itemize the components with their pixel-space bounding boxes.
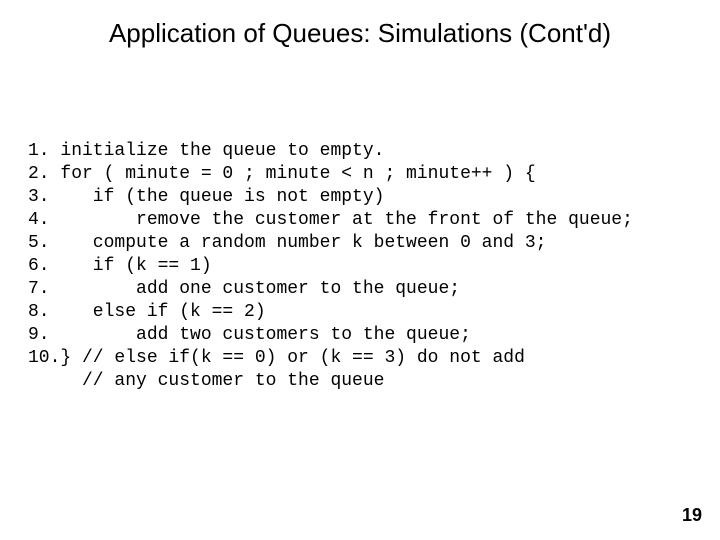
slide: Application of Queues: Simulations (Cont…	[0, 0, 720, 540]
code-line: 5. compute a random number k between 0 a…	[28, 233, 546, 253]
code-line: 10.} // else if(k == 0) or (k == 3) do n…	[28, 348, 525, 368]
code-line: // any customer to the queue	[28, 371, 384, 391]
code-block: 1. initialize the queue to empty. 2. for…	[28, 140, 633, 393]
code-line: 1. initialize the queue to empty.	[28, 141, 384, 161]
slide-title: Application of Queues: Simulations (Cont…	[0, 18, 720, 49]
code-line: 8. else if (k == 2)	[28, 302, 266, 322]
code-line: 7. add one customer to the queue;	[28, 279, 460, 299]
code-line: 4. remove the customer at the front of t…	[28, 210, 633, 230]
page-number: 19	[682, 505, 702, 526]
code-line: 9. add two customers to the queue;	[28, 325, 471, 345]
code-line: 6. if (k == 1)	[28, 256, 212, 276]
code-line: 2. for ( minute = 0 ; minute < n ; minut…	[28, 164, 536, 184]
code-line: 3. if (the queue is not empty)	[28, 187, 384, 207]
